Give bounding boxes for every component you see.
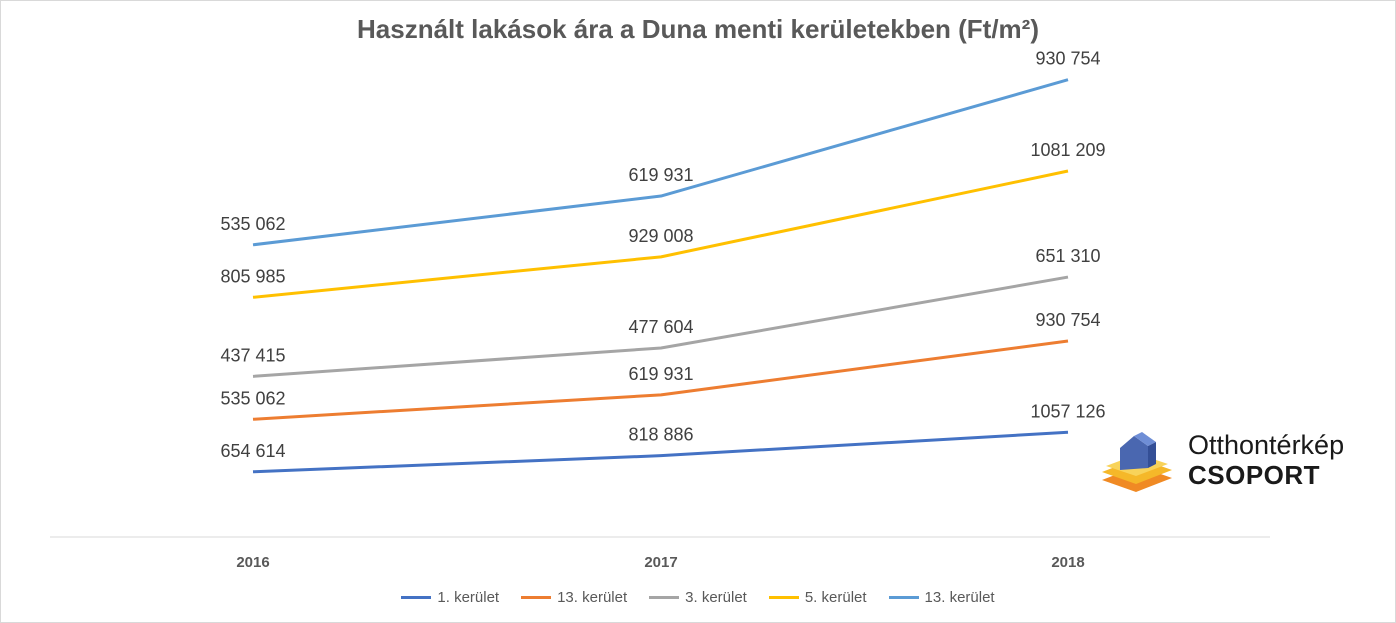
legend-label: 5. kerület bbox=[804, 589, 867, 606]
data-labels: 654 614 818 886 1057 126 535 062 619 931 930 … bbox=[220, 49, 1105, 461]
legend-item: 13. kerület bbox=[521, 589, 627, 606]
x-tick-label: 2016 bbox=[236, 554, 269, 571]
legend-swatch bbox=[649, 596, 680, 599]
legend-label: 13. kerület bbox=[557, 589, 628, 606]
data-label: 535 062 bbox=[220, 214, 285, 234]
data-label: 1057 126 bbox=[1030, 401, 1105, 421]
otthonterkep-logo: Otthontérkép CSOPORT bbox=[1100, 430, 1380, 500]
series-line-1 bbox=[252, 430, 1069, 474]
series-line-5 bbox=[252, 78, 1069, 247]
data-label: 619 931 bbox=[628, 165, 693, 185]
logo-line1: Otthontérkép bbox=[1188, 430, 1345, 460]
data-label: 818 886 bbox=[628, 425, 693, 445]
legend-item: 1. kerület bbox=[401, 589, 499, 606]
data-label: 437 415 bbox=[220, 345, 285, 365]
legend-swatch bbox=[521, 596, 552, 599]
legend-item: 5. kerület bbox=[768, 589, 867, 606]
data-label: 929 008 bbox=[628, 226, 693, 246]
data-label: 930 754 bbox=[1035, 49, 1100, 69]
x-tick-label: 2017 bbox=[644, 554, 677, 571]
chart-title: Használt lakások ára a Duna menti kerüle… bbox=[357, 14, 1039, 44]
data-label: 651 310 bbox=[1035, 246, 1100, 266]
series-line-4 bbox=[252, 169, 1069, 299]
data-label: 930 754 bbox=[1035, 310, 1100, 330]
x-tick-label: 2018 bbox=[1051, 554, 1084, 571]
legend-swatch bbox=[888, 596, 919, 599]
x-axis-ticks: 2016 2017 2018 bbox=[236, 554, 1084, 571]
legend-swatch bbox=[401, 596, 432, 599]
legend-item: 13. kerület bbox=[888, 589, 995, 606]
data-label: 477 604 bbox=[628, 317, 693, 337]
data-label: 535 062 bbox=[220, 388, 285, 408]
series-line-3 bbox=[252, 275, 1069, 378]
house-icon bbox=[1102, 432, 1172, 492]
legend-item: 3. kerület bbox=[649, 589, 747, 606]
legend-label: 1. kerület bbox=[437, 589, 500, 606]
data-label: 805 985 bbox=[220, 266, 285, 286]
data-label: 619 931 bbox=[628, 364, 693, 384]
legend-swatch bbox=[768, 596, 799, 599]
chart-legend: 1. kerület 13. kerület 3. kerület 5. kerüle… bbox=[0, 589, 1396, 606]
series-line-2 bbox=[252, 339, 1069, 421]
legend-label: 13. kerület bbox=[924, 589, 995, 606]
data-label: 1081 209 bbox=[1030, 140, 1105, 160]
series-lines bbox=[252, 78, 1069, 474]
legend-label: 3. kerület bbox=[685, 589, 747, 606]
logo-line2: CSOPORT bbox=[1188, 460, 1321, 490]
data-label: 654 614 bbox=[220, 441, 285, 461]
